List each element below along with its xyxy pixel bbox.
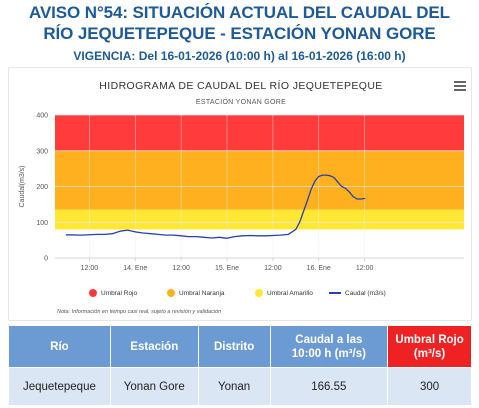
header-distrito: Distrito bbox=[197, 325, 271, 368]
summary-table: Río Estación Distrito Caudal a las 10:00… bbox=[8, 325, 472, 406]
x-tick-label: 14. Ene bbox=[123, 265, 147, 272]
cell-rio: Jequetepeque bbox=[8, 367, 111, 406]
validity-text: VIGENCIA: Del 16-01-2026 (10:00 h) al 16… bbox=[73, 49, 406, 63]
x-tick-label: 12:00 bbox=[81, 265, 99, 272]
legend-item-caudal[interactable]: Caudal (m3/s) bbox=[329, 289, 386, 299]
y-tick-label: 200 bbox=[36, 184, 48, 191]
y-tick-label: 300 bbox=[36, 148, 48, 155]
x-tick-label: 15. Ene bbox=[215, 265, 239, 272]
legend-dot-icon bbox=[255, 289, 263, 298]
legend-item-naranja[interactable]: Umbral Naranja bbox=[167, 289, 225, 299]
cell-umbral: 300 bbox=[387, 367, 472, 406]
cell-distrito: Yonan bbox=[197, 367, 271, 406]
x-tick-label: 16. Ene bbox=[307, 265, 331, 272]
threshold-band-umbral-amarillo bbox=[55, 209, 464, 230]
legend-item-amarillo[interactable]: Umbral Amarillo bbox=[255, 289, 313, 299]
y-tick-label: 100 bbox=[36, 220, 48, 227]
chart-title: HIDROGRAMA DE CAUDAL DEL RÍO JEQUETEPEQU… bbox=[99, 80, 383, 92]
series-line-caudal bbox=[65, 174, 366, 239]
legend-item-rojo[interactable]: Umbral Rojo bbox=[89, 289, 137, 299]
title-line-1: AVISO N°54: SITUACIÓN ACTUAL DEL CAUDAL … bbox=[29, 3, 450, 22]
legend-line-icon bbox=[329, 292, 341, 295]
header-rio: Río bbox=[8, 325, 111, 368]
threshold-band-umbral-rojo bbox=[55, 115, 464, 151]
chart-menu-button[interactable] bbox=[454, 81, 466, 91]
header-estacion: Estación bbox=[109, 325, 199, 368]
threshold-band-umbral-naranja bbox=[55, 150, 464, 210]
legend-dot-icon bbox=[167, 289, 175, 298]
cell-caudal: 166.55 bbox=[269, 367, 389, 406]
chart-subtitle: ESTACIÓN YONAN GORE bbox=[195, 99, 287, 106]
chart-panel: Senamhi 0 100 200 300 400 12:00 14. Ene 12:00 15… bbox=[8, 67, 472, 321]
x-tick-label: 12:00 bbox=[264, 265, 282, 272]
header-umbral-rojo: Umbral Rojo (m³/s) bbox=[387, 325, 472, 368]
legend-dot-icon bbox=[89, 289, 97, 298]
hamburger-icon bbox=[454, 81, 466, 83]
x-tick-label: 12:00 bbox=[172, 265, 190, 272]
cell-estacion: Yonan Gore bbox=[109, 367, 199, 406]
header-caudal: Caudal a las 10:00 h (m³/s) bbox=[269, 325, 389, 368]
y-tick-label: 400 bbox=[36, 113, 48, 120]
x-tick-label: 12:00 bbox=[356, 265, 374, 272]
y-axis-label: Caudal(m3/s) bbox=[19, 165, 26, 207]
table-header-row: Río Estación Distrito Caudal a las 10:00… bbox=[8, 325, 472, 368]
table-row: Jequetepeque Yonan Gore Yonan 166.55 300 bbox=[8, 367, 472, 406]
chart-note: Nota: Información en tiempo casi real, s… bbox=[57, 309, 222, 315]
title-line-2: RÍO JEQUETEPEQUE - ESTACIÓN YONAN GORE bbox=[43, 24, 436, 43]
y-tick-label: 0 bbox=[44, 256, 48, 263]
